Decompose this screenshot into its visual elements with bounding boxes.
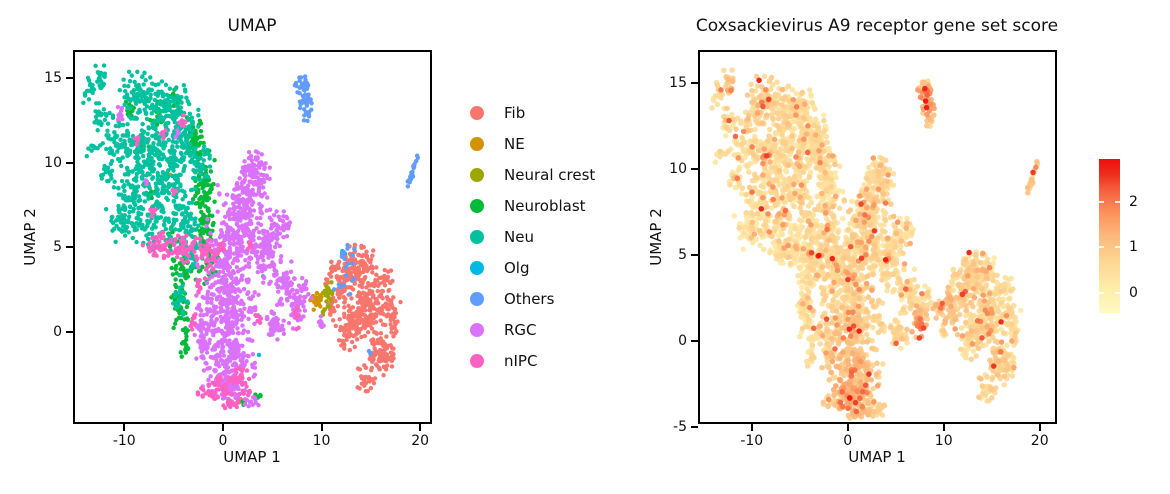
legend-item-others: Others [462, 286, 554, 312]
y-tick-label: 5 [53, 239, 62, 256]
x-tick-label: 0 [843, 433, 853, 449]
legend-item-neu: Neu [462, 224, 534, 250]
x-tick-label: 20 [1030, 433, 1049, 449]
x-tick-mark [750, 424, 753, 431]
y-tick-mark [66, 161, 73, 164]
legend-item-rgc: RGC [462, 317, 537, 343]
y-tick-mark [66, 330, 73, 333]
x-tick-label: 10 [934, 433, 953, 449]
legend-item-ne: NE [462, 131, 525, 157]
umap-categories-plot [73, 50, 434, 426]
score-colorbar [1099, 159, 1120, 313]
legend-label: Others [504, 290, 555, 308]
legend-swatch-dot [470, 323, 484, 337]
y-tick-mark [691, 425, 698, 428]
left-xaxis-label: UMAP 1 [223, 448, 281, 466]
legend-label: Olg [504, 259, 530, 277]
legend-label: Neuroblast [504, 197, 586, 215]
y-tick-mark [691, 167, 698, 170]
legend-item-neuroblast: Neuroblast [462, 193, 586, 219]
x-tick-label: 0 [218, 433, 228, 449]
x-tick-mark [123, 424, 126, 431]
legend-label: nIPC [504, 352, 538, 370]
x-tick-mark [942, 424, 945, 431]
x-tick-mark [419, 424, 422, 431]
gene-set-score-plot [698, 50, 1059, 426]
y-tick-label: 0 [53, 323, 62, 340]
x-tick-mark [320, 424, 323, 431]
umap-categories-points-canvas [75, 52, 434, 426]
legend-swatch-dot [470, 261, 484, 275]
x-tick-label: 10 [312, 433, 331, 449]
gene-set-score-points-canvas [700, 52, 1059, 426]
legend-swatch-dot [470, 168, 484, 182]
colorbar-tick-label: 0 [1129, 284, 1138, 301]
x-tick-mark [846, 424, 849, 431]
colorbar-tick-mark [1099, 246, 1104, 249]
right-xaxis-label: UMAP 1 [848, 448, 906, 466]
y-tick-mark [66, 246, 73, 249]
y-tick-label: 5 [678, 246, 687, 263]
legend-label: Fib [504, 104, 526, 122]
colorbar-tick-mark [1115, 246, 1120, 249]
legend-label: NE [504, 135, 525, 153]
legend-label: RGC [504, 321, 537, 339]
legend-swatch-dot [470, 106, 484, 120]
legend-label: Neural crest [504, 166, 596, 184]
colorbar-tick-label: 2 [1129, 194, 1138, 211]
legend-swatch-dot [470, 199, 484, 213]
y-tick-label: 15 [44, 69, 62, 86]
x-tick-label: -10 [112, 433, 136, 449]
x-tick-label: -10 [740, 433, 764, 449]
legend-item-nipc: nIPC [462, 348, 537, 374]
y-tick-mark [691, 253, 698, 256]
x-tick-mark [1038, 424, 1041, 431]
legend-swatch-dot [470, 230, 484, 244]
left-yaxis-label: UMAP 2 [21, 208, 39, 266]
colorbar-tick-label: 1 [1129, 239, 1138, 256]
y-tick-label: 10 [669, 160, 687, 177]
legend-item-olg: Olg [462, 255, 530, 281]
x-tick-mark [221, 424, 224, 431]
y-tick-label: 15 [669, 74, 687, 91]
colorbar-tick-mark [1099, 291, 1104, 294]
legend-item-neural-crest: Neural crest [462, 162, 595, 188]
legend-label: Neu [504, 228, 534, 246]
y-tick-mark [66, 76, 73, 79]
right-yaxis-label: UMAP 2 [647, 208, 665, 266]
legend-item-fib: Fib [462, 100, 525, 126]
colorbar-tick-mark [1115, 291, 1120, 294]
right-panel-title: Coxsackievirus A9 receptor gene set scor… [695, 16, 1059, 36]
x-tick-label: 20 [411, 433, 430, 449]
legend-swatch-dot [470, 354, 484, 368]
y-tick-label: 0 [678, 332, 687, 349]
colorbar-tick-mark [1115, 201, 1120, 204]
y-tick-label: 10 [44, 154, 62, 171]
legend-swatch-dot [470, 137, 484, 151]
left-panel-title: UMAP [227, 16, 277, 36]
colorbar-tick-mark [1099, 201, 1104, 204]
y-tick-mark [691, 81, 698, 84]
y-tick-mark [691, 339, 698, 342]
legend-swatch-dot [470, 292, 484, 306]
y-tick-label: -5 [673, 418, 687, 435]
